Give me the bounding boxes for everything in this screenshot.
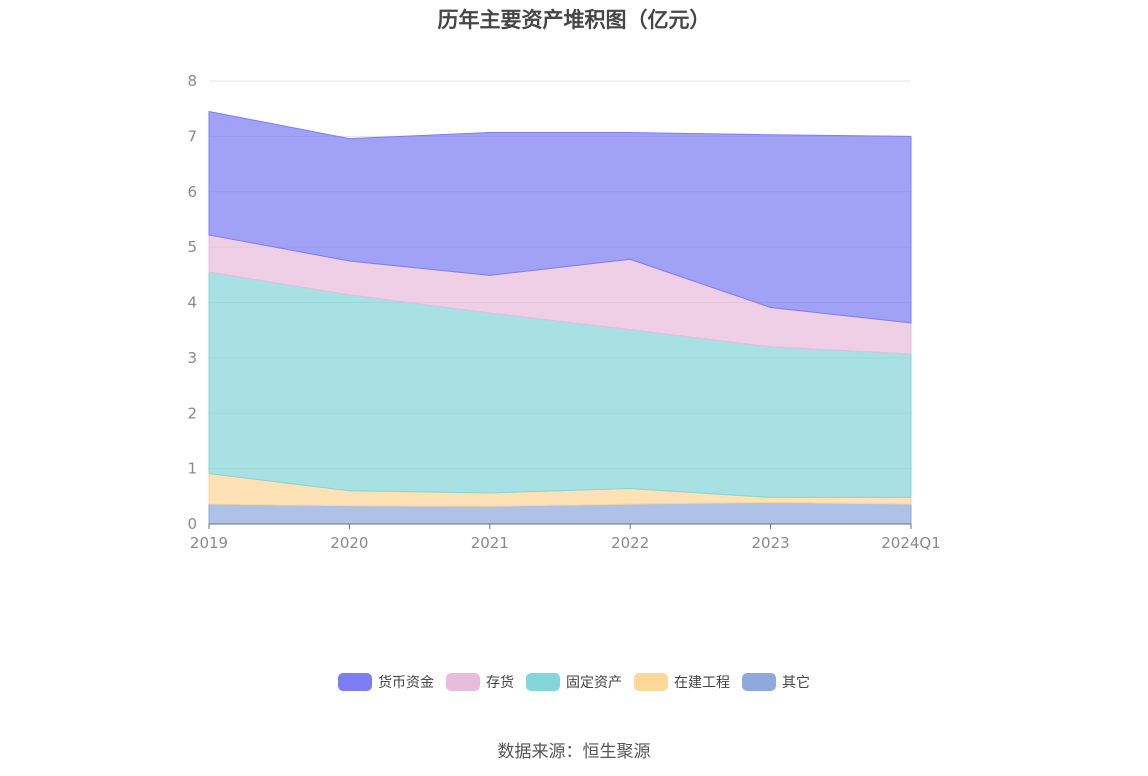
y-tick-label: 5 [187, 238, 197, 256]
x-tick-label: 2024Q1 [881, 534, 941, 552]
axes: 0 1 2 3 4 5 6 7 8 2019 2020 2021 2022 2023 2024Q1 [187, 72, 940, 552]
legend-swatch [338, 673, 372, 691]
y-tick-label: 2 [187, 404, 197, 422]
x-tick-label: 2023 [752, 534, 790, 552]
legend-swatch [446, 673, 480, 691]
legend-label: 存货 [486, 675, 514, 691]
y-tick-label: 0 [187, 515, 197, 533]
y-tick-label: 8 [187, 72, 197, 90]
y-tick-label: 4 [187, 294, 197, 312]
legend-item[interactable]: 固定资产 [526, 672, 622, 692]
y-tick-label: 3 [187, 349, 197, 367]
legend-item[interactable]: 货币资金 [338, 672, 434, 692]
legend-swatch [526, 673, 560, 691]
legend-item[interactable]: 存货 [446, 672, 514, 692]
x-tick-label: 2021 [471, 534, 509, 552]
x-tick-label: 2020 [330, 534, 368, 552]
y-tick-label: 6 [187, 183, 197, 201]
legend-label: 货币资金 [378, 675, 434, 691]
source-note: 数据来源：恒生聚源 [497, 742, 651, 762]
chart-title: 历年主要资产堆积图（亿元） [437, 8, 711, 32]
legend-swatch [742, 673, 776, 691]
legend-label: 固定资产 [566, 675, 622, 691]
x-tick-label: 2022 [611, 534, 649, 552]
legend-swatch [634, 673, 668, 691]
legend-item[interactable]: 在建工程 [634, 672, 730, 692]
legend-item[interactable]: 其它 [742, 672, 810, 692]
y-tick-label: 1 [187, 460, 197, 478]
y-tick-label: 7 [187, 127, 197, 145]
x-tick-label: 2019 [190, 534, 228, 552]
area-货币资金 [208, 110, 912, 324]
legend-label: 其它 [782, 675, 810, 691]
legend-label: 在建工程 [674, 675, 730, 691]
area-series [208, 110, 912, 525]
legend: 货币资金 存货 固定资产 在建工程 其它 [0, 672, 1148, 692]
